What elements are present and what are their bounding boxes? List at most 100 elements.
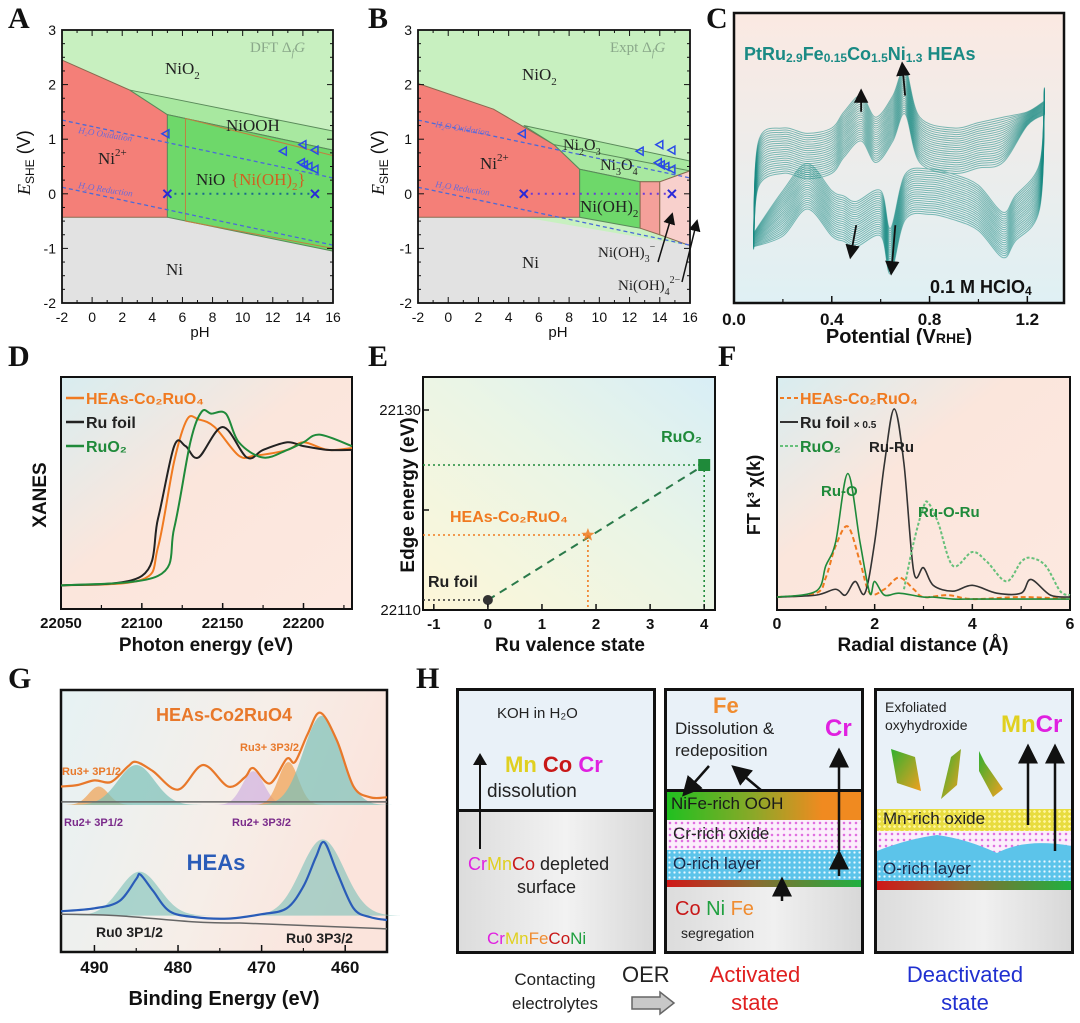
triangle-point	[303, 161, 313, 172]
chart-c: PtRu2.9Fe0.15Co1.5Ni1.3 HEAs 0.1 M HClO4…	[722, 11, 1066, 345]
y-tick-label: 22110	[380, 602, 421, 619]
f-plot-frame	[776, 376, 1071, 611]
panel-letter-c: C	[706, 2, 728, 35]
panel-letter-g: G	[8, 662, 32, 695]
h-box1-alloy	[459, 812, 653, 951]
h-box3-exfoliated: Exfoliated	[885, 699, 947, 715]
triangle-point	[297, 139, 307, 150]
h-box3-oxyhydroxide: oxyhydroxide	[885, 717, 968, 733]
chart-e: -1 0 1 2 3 4 22110 22130 RuO₂ HEAs-Co₂RuO₄ Ru f…	[379, 376, 716, 656]
triangle-point	[660, 161, 670, 172]
triangle-point	[516, 128, 527, 140]
panel-letter-e: E	[368, 340, 389, 373]
h-caption-deactivated: Deactivated	[906, 962, 1024, 987]
b-region-nioh4: Ni(OH)42−	[618, 275, 681, 298]
cross-point	[519, 189, 529, 199]
fit-line	[487, 464, 705, 601]
x-tick-label: 0	[484, 616, 492, 633]
x-tick-label: 16	[325, 309, 341, 325]
x-tick-label: 1.2	[1016, 310, 1040, 329]
h-box2-segregation: segregation	[681, 925, 755, 941]
g-label-ru3-p32: Ru3+ 3P3/2	[240, 742, 299, 754]
f-legend: HEAs-Co₂RuO₄ Ru foil × 0.5 RuO₂	[780, 391, 918, 456]
e-label-rufoil: Ru foil	[428, 574, 478, 591]
b-region-ni3o4: Ni3O4	[600, 157, 638, 178]
d-legend-ruo2: RuO₂	[86, 439, 127, 456]
ft-line-ruo2	[776, 472, 1070, 600]
g-label-ru0-p32: Ru0 3P3/2	[286, 930, 353, 946]
g-label-ru2-p32: Ru2+ 3P3/2	[232, 817, 291, 829]
y-tick-label: -1	[400, 240, 413, 256]
triangle-point	[666, 163, 676, 175]
h-box3-o-layer	[877, 859, 1071, 881]
b-region-ni2: Ni2+	[480, 152, 509, 173]
xanes-line-ru-foil	[60, 425, 353, 587]
c-electrolyte-label: 0.1 M HClO4	[930, 277, 1032, 298]
boundary-ni3o4	[553, 144, 691, 172]
x-tick-label: -2	[412, 309, 425, 325]
x-tick-label: 2	[870, 616, 879, 633]
h-box1-cr: Cr	[578, 752, 603, 777]
h-box3-flake-icon	[941, 749, 961, 799]
e-label-ruo2: RuO₂	[661, 429, 702, 446]
c-plot-frame	[732, 11, 1066, 305]
h-box-deactivated: Exfoliated oxyhydroxide MnCr Mn-rich oxi…	[874, 688, 1074, 954]
xps-baseline-bottom	[60, 913, 388, 930]
y-tick-label: 1	[48, 131, 56, 147]
h-box2-o-layer	[667, 850, 861, 880]
b-arrow-nioh4	[681, 219, 701, 283]
a-region-nioh2: {Ni(OH)2}	[231, 170, 306, 193]
xps-component	[62, 765, 209, 805]
c-xlabel: Potential (VRHE)	[826, 326, 972, 345]
b-title: Expt ΔfG	[610, 40, 666, 59]
h-box2-alloy	[667, 887, 861, 951]
x-tick-label: 22100	[121, 615, 163, 632]
b-region-nio2: NiO2	[522, 65, 557, 88]
x-tick-label: 4	[700, 616, 709, 633]
f-xlabel: Radial distance (Å)	[837, 635, 1008, 656]
x-tick-label: 6	[1066, 616, 1075, 633]
g-label-ru3-p12: Ru3+ 3P1/2	[62, 766, 121, 778]
h-box1-arrow-shaft	[479, 763, 481, 849]
boundary-nioh2	[185, 220, 334, 249]
point-ru-foil	[482, 595, 493, 605]
point-heas	[581, 528, 595, 541]
h-box2-o-label: O-rich layer	[673, 854, 761, 873]
cv-arrow-icon	[885, 225, 900, 276]
x-tick-label: 22200	[283, 615, 325, 632]
xps-component	[209, 771, 296, 805]
f-annot-ru-o: Ru-O	[821, 483, 858, 500]
cv-cycle-line	[753, 87, 1045, 250]
h-box3-mn-label: Mn-rich oxide	[883, 809, 986, 828]
d-legend-heas: HEAs-Co₂RuO₄	[86, 391, 204, 408]
x-tick-label: 2	[475, 309, 483, 325]
b-region-nioh2: Ni(OH)2	[580, 197, 638, 220]
h-box-activated: Fe Dissolution & redeposition Cr NiFe-ri…	[664, 688, 864, 954]
b-xlabel: pH	[548, 324, 567, 340]
g-xlabel: Binding Energy (eV)	[128, 988, 319, 1010]
h-box2-redeposit-arrow-icon	[682, 765, 710, 797]
x-tick-label: 3	[646, 616, 654, 633]
h-box3-segregation-line	[877, 881, 1071, 890]
triangle-point	[277, 145, 288, 157]
x-tick-label: 460	[331, 958, 359, 977]
d-plot-frame	[60, 376, 353, 610]
y-tick-label: -2	[44, 295, 57, 311]
h-box1-depleted: CrMnCo depleted	[468, 854, 610, 874]
xps-component	[58, 786, 138, 805]
cv-arrow-icon	[845, 225, 860, 260]
x-tick-label: 10	[235, 309, 251, 325]
point-ruo2	[698, 459, 711, 471]
g-title-top: HEAs-Co2RuO4	[156, 705, 292, 725]
triangle-point	[666, 144, 676, 156]
x-tick-label: 4	[148, 309, 156, 325]
y-tick-label: 22130	[379, 402, 421, 419]
h-box3-alloy	[877, 890, 1071, 951]
h-box3-graphics	[891, 743, 1065, 851]
h-box2-dissolve-arrow-icon	[731, 765, 763, 792]
e-label-heas: HEAs-Co₂RuO₄	[450, 509, 568, 526]
x-tick-label: 0	[88, 309, 96, 325]
b-arrow-nioh3	[657, 212, 676, 263]
